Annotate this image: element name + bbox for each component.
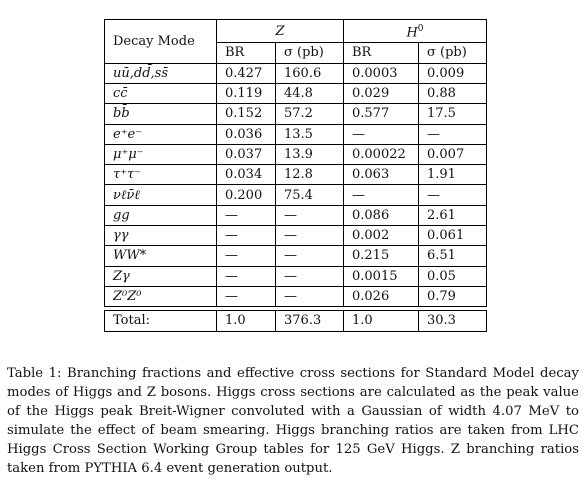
table-row: cc̄ 0.119 44.8 0.029 0.88: [104, 82, 487, 105]
table-row: uū,dd̄,ss̄ 0.427 160.6 0.0003 0.009: [104, 62, 487, 84]
h-br-cell: 0.577: [343, 103, 419, 125]
table-row: Z⁰Z⁰ — —0.026 0.79: [104, 285, 487, 308]
h-br-cell: 0.215: [343, 245, 419, 267]
table-row: τ⁺τ⁻ 0.034 12.8 0.063 1.91: [104, 164, 487, 186]
total-z-sigma: 376.3: [275, 310, 344, 333]
decay-mode-cell: uū,dd̄,ss̄: [104, 62, 217, 84]
header-row-groups: Decay Mode Z H0: [104, 18, 487, 64]
z-br-cell: 0.119: [216, 82, 276, 105]
decay-mode-cell: gg: [104, 204, 217, 227]
table-row: gg — —0.086 2.61: [104, 204, 487, 227]
header-h-group: H0: [343, 18, 487, 44]
table-row: e⁺e⁻ 0.036 13.5— —: [104, 123, 487, 145]
table-row: bb̄ 0.152 57.2 0.577 17.5: [104, 103, 487, 125]
h-sigma-cell: 0.007: [418, 143, 487, 166]
branching-table: Decay Mode Z H0 BR σ (pb) BR σ (pb) uū,d…: [104, 18, 487, 333]
z-sigma-cell: 12.8: [275, 164, 344, 186]
table-row: WW* — —0.215 6.51: [104, 245, 487, 267]
decay-mode-cell: γγ: [104, 224, 217, 247]
total-h-sigma: 30.3: [418, 310, 487, 333]
h-sigma-cell: 0.009: [418, 62, 487, 84]
h-sigma-cell: 0.061: [418, 224, 487, 247]
h-sigma-cell: 17.5: [418, 103, 487, 125]
h-br-cell: 0.026: [343, 285, 419, 308]
h-sigma-cell: 0.79: [418, 285, 487, 308]
table-caption: Table 1: Branching fractions and effecti…: [7, 366, 579, 476]
z-br-cell: —: [216, 265, 276, 287]
table-row: μ⁺μ⁻ 0.037 13.9 0.00022 0.007: [104, 143, 487, 166]
decay-mode-cell: νℓν̄ℓ: [104, 184, 217, 206]
h-br-cell: 0.00022: [343, 143, 419, 166]
h-sigma-cell: 0.05: [418, 265, 487, 287]
header-h-superscript: 0: [417, 24, 424, 34]
table-body: uū,dd̄,ss̄ 0.427 160.6 0.0003 0.009 cc̄ 0.119…: [104, 62, 487, 308]
header-h-sigma: σ (pb): [418, 42, 487, 64]
h-sigma-cell: 1.91: [418, 164, 487, 186]
h-br-cell: 0.029: [343, 82, 419, 105]
z-sigma-cell: —: [275, 285, 344, 308]
z-sigma-cell: 13.5: [275, 123, 344, 145]
h-br-cell: 0.002: [343, 224, 419, 247]
h-sigma-cell: —: [418, 123, 487, 145]
z-sigma-cell: 160.6: [275, 62, 344, 84]
z-sigma-cell: 57.2: [275, 103, 344, 125]
table-row: Zγ — —0.0015 0.05: [104, 265, 487, 287]
decay-table: Decay Mode Z H0 BR σ (pb) BR σ (pb) uū,d…: [104, 18, 487, 308]
h-sigma-cell: 6.51: [418, 245, 487, 267]
z-sigma-cell: 13.9: [275, 143, 344, 166]
total-h-br: 1.0: [343, 310, 419, 333]
z-sigma-cell: 44.8: [275, 82, 344, 105]
decay-mode-cell: bb̄: [104, 103, 217, 125]
h-br-cell: 0.063: [343, 164, 419, 186]
total-label: Total:: [104, 310, 217, 333]
header-z-br: BR: [216, 42, 276, 64]
z-sigma-cell: —: [275, 245, 344, 267]
total-table: Total: 1.0 376.3 1.0 30.3: [104, 310, 487, 333]
h-br-cell: —: [343, 123, 419, 145]
z-br-cell: 0.036: [216, 123, 276, 145]
z-br-cell: 0.037: [216, 143, 276, 166]
z-sigma-cell: —: [275, 204, 344, 227]
decay-mode-cell: Z⁰Z⁰: [104, 285, 217, 308]
z-br-cell: —: [216, 285, 276, 308]
h-br-cell: 0.0003: [343, 62, 419, 84]
z-br-cell: —: [216, 245, 276, 267]
header-h-br: BR: [343, 42, 419, 64]
header-z-group: Z: [216, 18, 344, 44]
z-sigma-cell: —: [275, 224, 344, 247]
decay-mode-cell: cc̄: [104, 82, 217, 105]
z-sigma-cell: —: [275, 265, 344, 287]
z-br-cell: 0.427: [216, 62, 276, 84]
z-sigma-cell: 75.4: [275, 184, 344, 206]
z-br-cell: —: [216, 204, 276, 227]
table-row: γγ — —0.002 0.061: [104, 224, 487, 247]
h-br-cell: 0.0015: [343, 265, 419, 287]
decay-mode-cell: WW*: [104, 245, 217, 267]
table-row: νℓν̄ℓ 0.200 75.4— —: [104, 184, 487, 206]
header-h-label: H: [406, 25, 418, 41]
z-br-cell: 0.034: [216, 164, 276, 186]
decay-mode-cell: Zγ: [104, 265, 217, 287]
h-br-cell: —: [343, 184, 419, 206]
decay-mode-cell: e⁺e⁻: [104, 123, 217, 145]
decay-mode-cell: μ⁺μ⁻: [104, 143, 217, 166]
h-sigma-cell: —: [418, 184, 487, 206]
header-z-sigma: σ (pb): [275, 42, 344, 64]
total-row: Total: 1.0 376.3 1.0 30.3: [104, 310, 487, 333]
total-z-br: 1.0: [216, 310, 276, 333]
h-sigma-cell: 2.61: [418, 204, 487, 227]
h-sigma-cell: 0.88: [418, 82, 487, 105]
z-br-cell: 0.200: [216, 184, 276, 206]
header-decay-mode: Decay Mode: [104, 19, 217, 64]
z-br-cell: —: [216, 224, 276, 247]
decay-mode-cell: τ⁺τ⁻: [104, 164, 217, 186]
z-br-cell: 0.152: [216, 103, 276, 125]
h-br-cell: 0.086: [343, 204, 419, 227]
